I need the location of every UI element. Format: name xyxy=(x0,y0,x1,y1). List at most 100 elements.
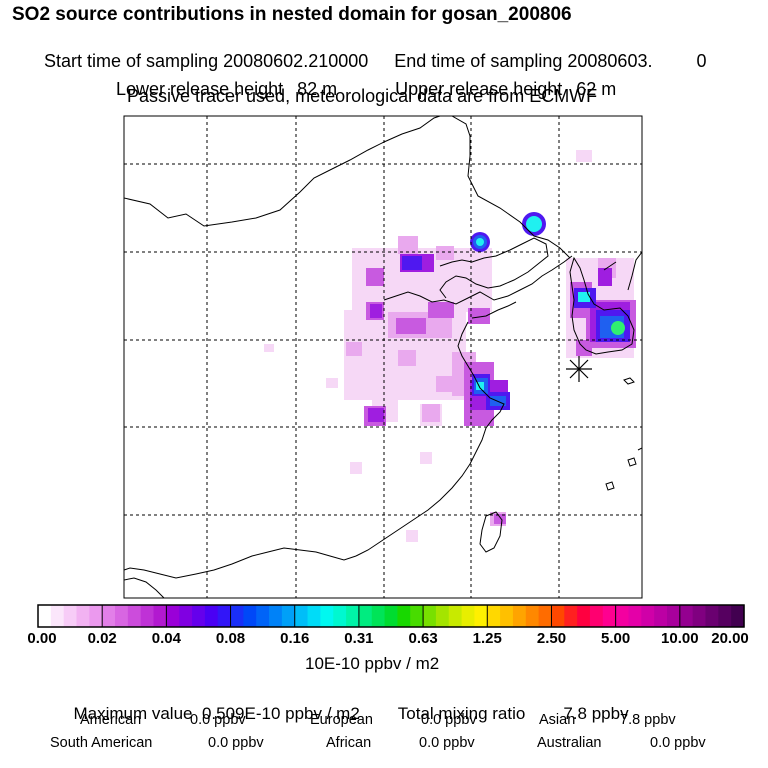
source-peak-core xyxy=(611,321,625,335)
colorbar-cell xyxy=(564,605,578,627)
colorbar-cell xyxy=(692,605,707,627)
colorbar-cell xyxy=(166,605,180,627)
graticule xyxy=(124,116,642,598)
ryukyu-island-1 xyxy=(627,457,637,467)
colorbar-cells xyxy=(38,605,745,627)
region-value-american: 0.0 ppbv xyxy=(190,712,246,728)
colorbar-cell xyxy=(384,605,399,627)
colorbar-tick-label: 0.16 xyxy=(280,630,310,647)
mongolia-border xyxy=(124,116,441,227)
colorbar-cell xyxy=(615,605,630,627)
colorbar-cell xyxy=(448,605,463,627)
colorbar-cell xyxy=(333,605,347,627)
colorbar-tick-label: 1.25 xyxy=(472,630,502,647)
release-height-line: Lower release height 82 m Upper release he… xyxy=(106,62,616,98)
source-max-patches xyxy=(476,216,590,390)
region-value-australian: 0.0 ppbv xyxy=(650,735,706,751)
colorbar-cell xyxy=(179,605,193,627)
colorbar-tick-label: 2.50 xyxy=(536,630,567,647)
colorbar-cell xyxy=(76,605,90,627)
bohai-coast xyxy=(383,255,573,305)
colorbar-dividers xyxy=(101,605,681,627)
region-name-african: African xyxy=(326,735,372,751)
upper-value: 62 m xyxy=(576,79,617,99)
colorbar-cell xyxy=(294,605,309,627)
region-name-south-american: South American xyxy=(50,735,153,751)
colorbar-units: 10E-10 ppbv / m2 xyxy=(305,654,440,673)
region-value-african: 0.0 ppbv xyxy=(419,735,475,751)
colorbar-cell xyxy=(679,605,694,627)
colorbar-cell xyxy=(589,605,604,627)
colorbar-cell xyxy=(307,605,321,627)
colorbar-cell xyxy=(397,605,411,627)
colorbar-cell xyxy=(641,605,655,627)
colorbar-cell xyxy=(243,605,257,627)
upper-label: Upper release height xyxy=(395,79,563,99)
map-layers xyxy=(124,116,642,598)
colorbar-cell xyxy=(192,605,206,627)
colorbar-cell xyxy=(577,605,591,627)
colorbar-cell xyxy=(423,605,437,627)
start-value: 20080602.210000 xyxy=(223,51,369,71)
max-label: Maximum value xyxy=(73,704,193,723)
colorbar-cell xyxy=(474,605,488,627)
east-china-coast xyxy=(355,321,505,557)
colorbar-cell xyxy=(602,605,617,627)
source-contributions xyxy=(264,150,636,542)
receptor-star-icon xyxy=(566,356,592,382)
region-name-australian: Australian xyxy=(537,735,602,751)
region-value-european: 0.0 ppbv xyxy=(421,712,477,728)
colorbar-cell xyxy=(204,605,219,627)
vietnam-coast xyxy=(124,577,165,598)
colorbar-tick-label: 0.31 xyxy=(344,630,374,647)
region-value-asian: 7.8 ppbv xyxy=(620,712,676,728)
colorbar-cell xyxy=(525,605,540,627)
colorbar-cell xyxy=(320,605,334,627)
colorbar-tick-label: 0.08 xyxy=(215,630,246,647)
colorbar-cell xyxy=(435,605,450,627)
colorbar-tick-label: 20.00 xyxy=(711,630,749,647)
korea-border xyxy=(603,261,617,271)
colorbar-cell xyxy=(50,605,65,627)
colorbar-cell xyxy=(102,605,116,627)
colorbar-cell xyxy=(371,605,386,627)
region-name-american: American xyxy=(80,712,142,728)
ryukyu-island-3 xyxy=(637,447,642,451)
colorbar-cell xyxy=(705,605,719,627)
start-label: Start time of sampling xyxy=(44,51,219,71)
region-name-european: European xyxy=(310,712,373,728)
end-suffix: 0 xyxy=(696,51,707,71)
colorbar-cell xyxy=(269,605,283,627)
colorbar-tick-label: 5.00 xyxy=(601,630,631,647)
colorbar-frame xyxy=(37,604,745,628)
shandong-coast xyxy=(471,301,517,319)
plot-title: SO2 source contributions in nested domai… xyxy=(12,4,572,25)
colorbar-cell xyxy=(140,605,155,627)
colorbar-cell xyxy=(654,605,668,627)
colorbar-cell xyxy=(410,605,424,627)
colorbar-cell xyxy=(153,605,167,627)
colorbar-cell xyxy=(217,605,232,627)
total-value: 7.8 ppbv xyxy=(563,704,629,723)
region-name-asian: Asian xyxy=(539,712,576,728)
manchuria-border xyxy=(451,116,571,259)
south-china-coast xyxy=(124,547,357,579)
end-value: 20080603. xyxy=(567,51,653,71)
liaodong-coast xyxy=(439,237,549,299)
colorbar-tick-label: 0.63 xyxy=(408,630,438,647)
colorbar-tick-label: 10.00 xyxy=(661,630,699,647)
colorbar-cell xyxy=(666,605,681,627)
colorbar-cell xyxy=(346,605,360,627)
max-total-line: Maximum value 0.509E-10 ppbv / m2 Total m… xyxy=(64,688,629,723)
max-value: 0.509E-10 ppbv / m2 xyxy=(201,704,360,723)
coastlines xyxy=(124,116,642,598)
colorbar-cell xyxy=(230,605,244,627)
colorbar-cell xyxy=(731,605,745,627)
colorbar-cell xyxy=(358,605,373,627)
ryukyu-island-2 xyxy=(605,481,615,491)
colorbar-cell xyxy=(512,605,527,627)
colorbar-cell xyxy=(551,605,565,627)
end-label: End time of sampling xyxy=(394,51,563,71)
